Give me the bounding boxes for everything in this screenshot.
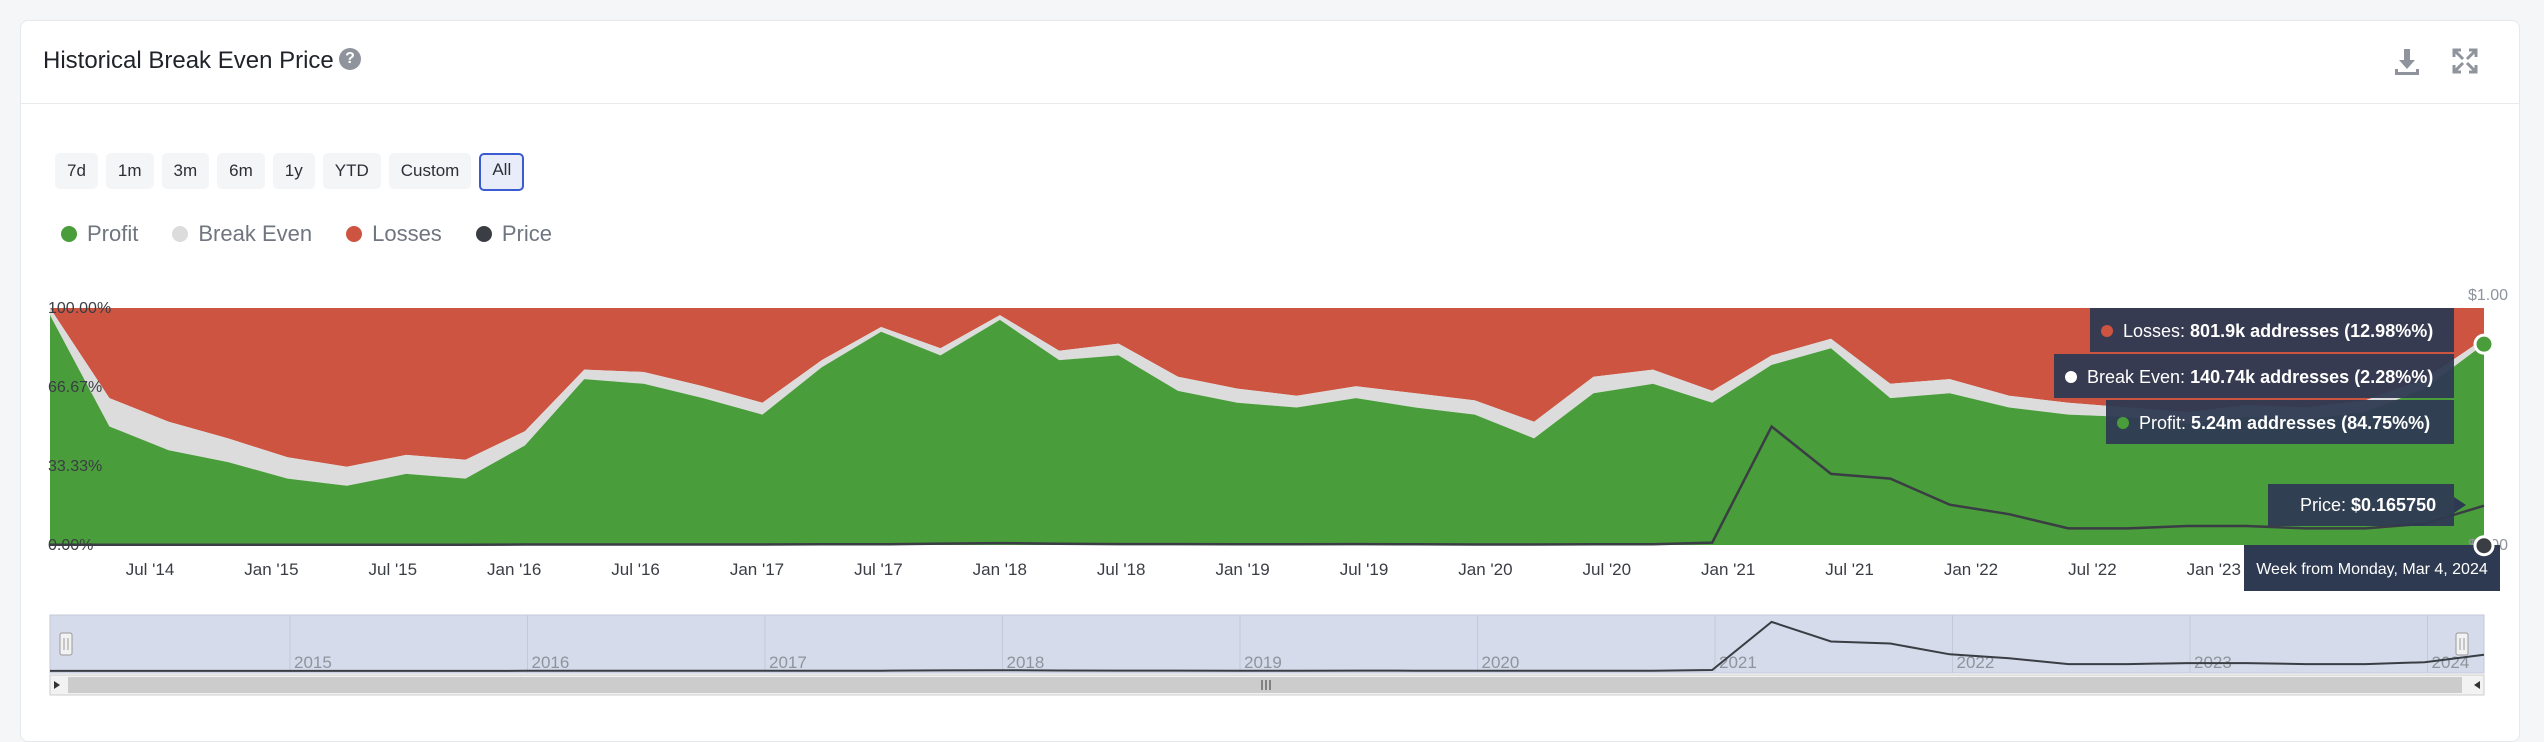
tooltip-price-value: $0.165750 [2351,495,2436,515]
tooltip-date: Week from Monday, Mar 4, 2024 [2244,545,2500,591]
tooltip-profit-dot-icon [2117,417,2129,429]
legend-item-price[interactable]: Price [475,221,552,247]
navigator-year-label: 2019 [1244,653,1282,672]
tooltip-losses-bg [2090,308,2454,352]
range-button-6m[interactable]: 6m [217,153,265,189]
navigator-year-label: 2015 [294,653,332,672]
legend-dot-icon [61,226,77,242]
tooltip-break-even-label: Break Even: [2087,367,2190,387]
legend-label: Break Even [198,221,313,246]
tooltip-profit-label: Profit: [2139,413,2191,433]
navigator-price-line [50,620,2485,672]
legend-label: Price [501,221,552,246]
legend-item-profit[interactable]: Profit [61,221,138,247]
legend-label: Profit [87,221,139,246]
x-tick: Jan '22 [1944,560,1998,579]
download-icon[interactable] [2391,45,2423,77]
tooltip-profit-bg [2106,400,2454,444]
scroll-right-arrow-icon[interactable] [2474,681,2480,689]
x-tick: Jan '16 [487,560,541,579]
navigator-year-label: 2024 [2432,653,2470,672]
navigator-year-label: 2017 [769,653,807,672]
x-tick: Jan '19 [1215,560,1269,579]
x-tick: Jul '18 [1097,560,1146,579]
range-button-3m[interactable]: 3m [161,153,210,189]
legend-dot-icon [475,226,492,242]
tooltip-price-label: Price: [2300,495,2351,515]
scroll-left-arrow-icon[interactable] [54,681,60,689]
tooltip-profit-text: Profit: 5.24m addresses (84.75%%) [2139,413,2430,433]
x-tick: Jul '14 [126,560,175,579]
question-circle-icon[interactable]: ? [339,48,361,70]
scrollbar-thumb[interactable] [68,677,2462,693]
tooltip-losses-value: 801.9k addresses (12.98%%) [2190,321,2433,341]
tooltip-losses-dot-icon [2101,325,2113,337]
tooltip-price-text: Price: $0.165750 [2300,495,2436,515]
tooltip-profit-value: 5.24m addresses (84.75%%) [2191,413,2430,433]
hover-marker-profit [2473,333,2495,355]
range-button-1m[interactable]: 1m [105,153,154,189]
break-even-area [50,308,2484,486]
navigator-year-label: 2016 [532,653,570,672]
x-tick: Jul '20 [1582,560,1631,579]
tooltip-date-text: Week from Monday, Mar 4, 2024 [2256,561,2488,578]
tooltip-break-even: Break Even: 140.74k addresses (2.28%%) [2054,354,2454,398]
tooltip-price-bg [2268,484,2454,526]
range-button-custom[interactable]: Custom [388,153,472,189]
tooltip-price-pointer [2454,497,2466,513]
x-tick: Jan '23 [2187,560,2241,579]
range-button-7d[interactable]: 7d [55,153,98,189]
tooltip-losses-label: Losses: [2123,321,2190,341]
tooltip-break-even-bg [2054,354,2454,398]
y-tick-left: 0.00% [48,537,93,554]
tooltip-price: Price: $0.165750 [2268,484,2466,526]
x-tick: Jan '21 [1701,560,1755,579]
x-tick: Jul '22 [2068,560,2117,579]
range-selector: 7d 1m 3m 6m 1y YTD Custom All [55,153,532,191]
legend-item-break-even[interactable]: Break Even [172,221,312,247]
range-button-all[interactable]: All [479,153,525,191]
tooltip-losses-text: Losses: 801.9k addresses (12.98%%) [2123,321,2433,341]
range-button-1y[interactable]: 1y [272,153,315,189]
x-tick: Jul '17 [854,560,903,579]
legend-item-losses[interactable]: Losses [346,221,442,247]
x-tick: Jan '15 [244,560,298,579]
x-tick: Jul '19 [1340,560,1389,579]
price-line [50,424,2485,547]
x-tick: Jan '17 [730,560,784,579]
range-button-ytd[interactable]: YTD [322,153,381,189]
tooltip-break-even-value: 140.74k addresses (2.28%%) [2190,367,2433,387]
legend-dot-icon [172,226,189,242]
navigator-year-label: 2020 [1482,653,1520,672]
navigator-right-handle[interactable] [2455,632,2469,656]
y-tick-left: 66.67% [48,379,102,396]
fullscreen-icon[interactable] [2449,45,2481,77]
x-tick: Jul '16 [611,560,660,579]
x-tick: Jan '18 [973,560,1027,579]
legend-dot-icon [346,226,363,242]
losses-area [50,308,2484,467]
x-tick: Jan '20 [1458,560,1512,579]
navigator-year-label: 2022 [1957,653,1995,672]
navigator-left-handle[interactable] [59,632,73,656]
navigator-year-label: 2021 [1719,653,1757,672]
tooltip-date-bg [2244,545,2500,591]
tooltip-losses: Losses: 801.9k addresses (12.98%%) [2090,308,2454,352]
tooltip-break-even-dot-icon [2065,371,2077,383]
card-header: Historical Break Even Price ? [21,21,2519,104]
tooltip-break-even-text: Break Even: 140.74k addresses (2.28%%) [2087,367,2433,387]
navigator-year-label: 2018 [1007,653,1045,672]
x-tick: Jul '15 [368,560,417,579]
hover-marker-price [2473,535,2495,557]
x-tick: Jul '21 [1825,560,1874,579]
legend-label: Losses [372,221,442,246]
y-tick-left: 100.00% [48,300,111,317]
legend: Profit Break Even Losses Price [61,221,586,253]
y-tick-right: $1.00 [2468,287,2508,304]
profit-area [50,315,2484,545]
tooltip-profit: Profit: 5.24m addresses (84.75%%) [2106,400,2454,444]
chart-title: Historical Break Even Price [43,47,334,74]
y-tick-left: 33.33% [48,458,102,475]
